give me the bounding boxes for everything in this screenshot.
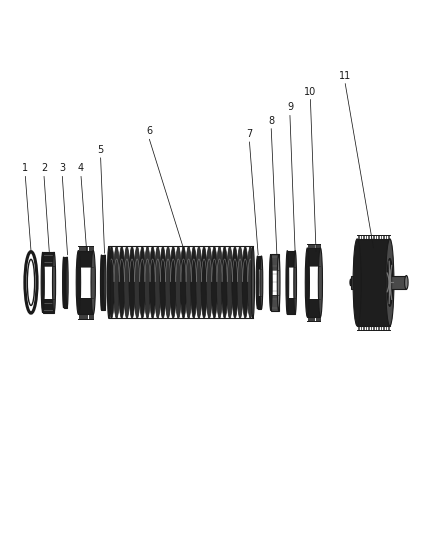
- Ellipse shape: [129, 246, 135, 318]
- FancyBboxPatch shape: [64, 257, 67, 308]
- Ellipse shape: [405, 276, 408, 289]
- Ellipse shape: [350, 279, 351, 286]
- Ellipse shape: [108, 246, 115, 318]
- Ellipse shape: [124, 246, 130, 318]
- Ellipse shape: [286, 251, 289, 314]
- Text: 5: 5: [98, 145, 104, 155]
- Ellipse shape: [63, 257, 65, 308]
- Ellipse shape: [191, 246, 197, 318]
- Ellipse shape: [222, 246, 228, 318]
- Ellipse shape: [155, 246, 161, 318]
- FancyBboxPatch shape: [43, 266, 54, 299]
- FancyBboxPatch shape: [271, 254, 279, 311]
- Ellipse shape: [134, 246, 140, 318]
- Ellipse shape: [201, 246, 207, 318]
- FancyBboxPatch shape: [43, 252, 54, 313]
- FancyBboxPatch shape: [102, 255, 105, 310]
- Ellipse shape: [180, 246, 187, 318]
- Text: 8: 8: [268, 116, 274, 126]
- Ellipse shape: [76, 251, 81, 314]
- Text: 4: 4: [78, 164, 84, 173]
- Text: 11: 11: [339, 70, 351, 80]
- Ellipse shape: [388, 267, 392, 297]
- FancyBboxPatch shape: [287, 266, 295, 298]
- Ellipse shape: [149, 246, 155, 318]
- Ellipse shape: [260, 256, 263, 309]
- Ellipse shape: [251, 246, 254, 318]
- Ellipse shape: [277, 254, 280, 311]
- FancyBboxPatch shape: [307, 248, 321, 317]
- FancyBboxPatch shape: [390, 276, 406, 289]
- Ellipse shape: [165, 246, 171, 318]
- FancyBboxPatch shape: [271, 270, 279, 295]
- Ellipse shape: [206, 246, 212, 318]
- Ellipse shape: [66, 257, 68, 308]
- Ellipse shape: [175, 246, 181, 318]
- Text: 10: 10: [304, 86, 317, 96]
- Ellipse shape: [100, 255, 102, 310]
- Ellipse shape: [160, 246, 166, 318]
- Ellipse shape: [170, 246, 176, 318]
- Ellipse shape: [104, 255, 106, 310]
- Ellipse shape: [107, 246, 110, 318]
- Ellipse shape: [227, 246, 233, 318]
- Ellipse shape: [113, 246, 120, 318]
- Ellipse shape: [139, 246, 145, 318]
- FancyBboxPatch shape: [258, 256, 261, 309]
- Text: 1: 1: [22, 164, 28, 173]
- Ellipse shape: [196, 246, 202, 318]
- Text: 3: 3: [59, 164, 65, 173]
- Ellipse shape: [211, 246, 217, 318]
- Ellipse shape: [353, 239, 361, 326]
- FancyBboxPatch shape: [78, 266, 93, 298]
- Ellipse shape: [237, 246, 243, 318]
- Text: 2: 2: [41, 164, 47, 173]
- Text: 7: 7: [246, 129, 253, 139]
- Text: 9: 9: [287, 102, 293, 112]
- Ellipse shape: [53, 252, 56, 313]
- FancyBboxPatch shape: [307, 266, 321, 299]
- FancyBboxPatch shape: [357, 239, 390, 326]
- Ellipse shape: [305, 248, 309, 317]
- FancyBboxPatch shape: [258, 269, 261, 296]
- Ellipse shape: [318, 248, 322, 317]
- Ellipse shape: [294, 251, 297, 314]
- Ellipse shape: [145, 246, 151, 318]
- Ellipse shape: [216, 246, 223, 318]
- FancyBboxPatch shape: [287, 251, 295, 314]
- Ellipse shape: [247, 246, 254, 318]
- Ellipse shape: [119, 246, 125, 318]
- Ellipse shape: [386, 239, 394, 326]
- Ellipse shape: [256, 256, 259, 309]
- FancyBboxPatch shape: [78, 251, 93, 314]
- Ellipse shape: [186, 246, 192, 318]
- Ellipse shape: [242, 246, 248, 318]
- Ellipse shape: [232, 246, 238, 318]
- Text: 6: 6: [146, 126, 152, 136]
- Ellipse shape: [91, 251, 95, 314]
- Ellipse shape: [387, 259, 393, 306]
- FancyBboxPatch shape: [351, 276, 357, 289]
- Ellipse shape: [269, 254, 272, 311]
- Ellipse shape: [41, 252, 44, 313]
